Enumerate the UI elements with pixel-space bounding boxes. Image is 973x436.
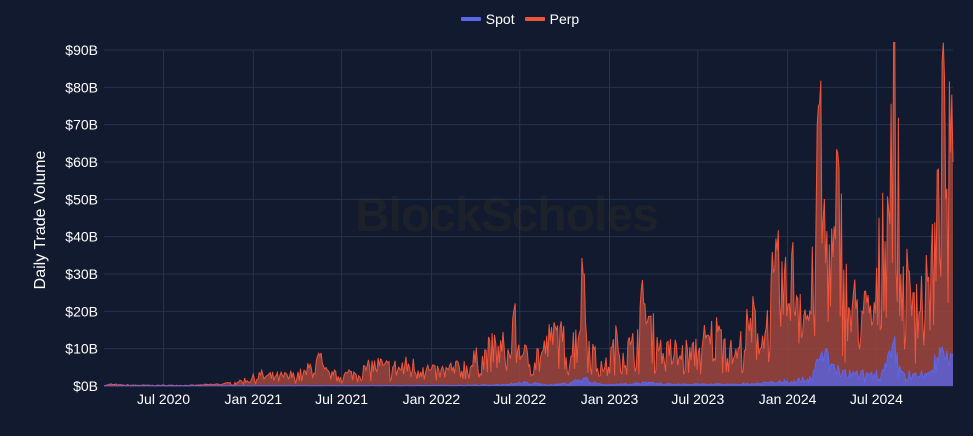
x-tick-label: Jul 2023 (671, 391, 724, 407)
series-layer (103, 42, 954, 387)
legend-swatch-perp (524, 17, 545, 21)
y-tick-label: $30B (65, 266, 98, 282)
x-tick-label: Jul 2021 (315, 391, 368, 407)
y-tick-label: $70B (65, 117, 98, 133)
y-tick-label: $90B (65, 42, 98, 58)
y-tick-label: $40B (65, 229, 98, 245)
legend-swatch-spot (460, 17, 481, 21)
series-line-perp (103, 42, 954, 387)
y-axis-title: Daily Trade Volume (32, 151, 49, 290)
legend-label-perp: Perp (549, 11, 580, 27)
x-tick-label: Jul 2024 (850, 391, 903, 407)
legend: Spot Perp (0, 11, 973, 27)
legend-item-spot[interactable]: Spot (460, 11, 515, 27)
axes: $0B $10B $20B $30B $40B $50B $60B $70B $80B $90B J… (65, 42, 903, 407)
y-tick-label: $20B (65, 303, 98, 319)
watermark-logo: BlockScholes (355, 189, 659, 242)
x-tick-label: Jan 2024 (759, 391, 817, 407)
legend-item-perp[interactable]: Perp (524, 11, 580, 27)
legend-label-spot: Spot (485, 11, 515, 27)
y-tick-label: $10B (65, 341, 98, 357)
series-area-spot (104, 336, 953, 386)
x-tick-label: Jan 2022 (403, 391, 461, 407)
y-tick-label: $60B (65, 154, 98, 170)
y-tick-label: $0B (73, 378, 98, 394)
y-tick-label: $80B (65, 79, 98, 95)
series-line-spot (103, 336, 954, 387)
x-tick-label: Jul 2022 (493, 391, 546, 407)
y-tick-label: $50B (65, 191, 98, 207)
series-area-perp (104, 42, 953, 386)
x-tick-label: Jan 2021 (225, 391, 283, 407)
grid (104, 49, 953, 387)
x-tick-label: Jan 2023 (581, 391, 639, 407)
x-tick-label: Jul 2020 (137, 391, 190, 407)
